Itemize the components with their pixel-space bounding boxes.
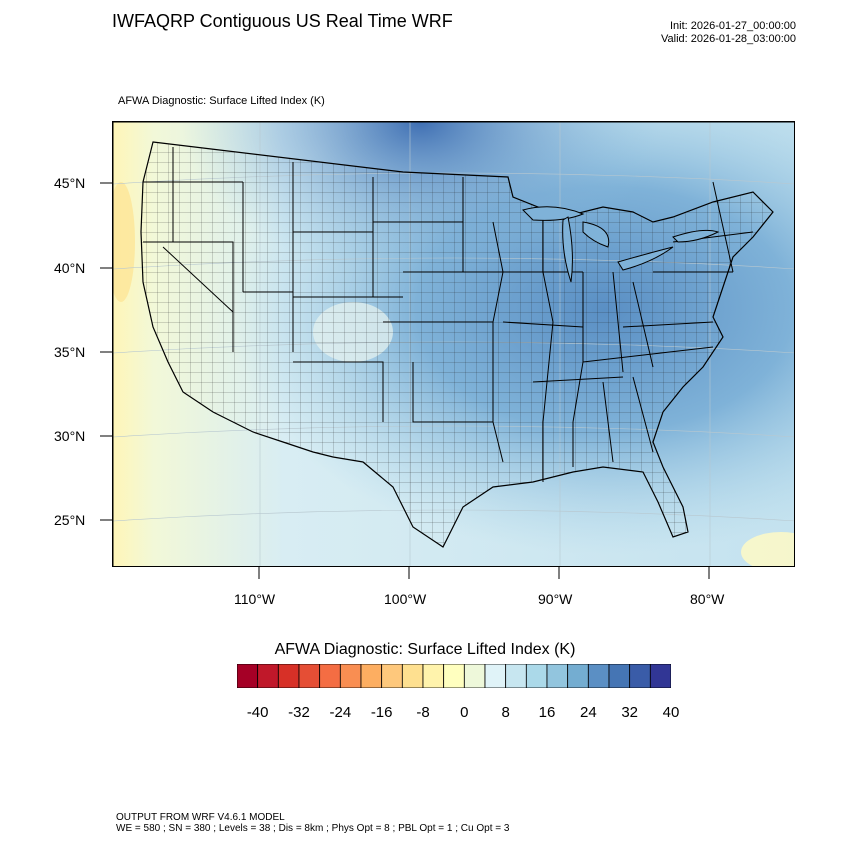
colorbar-swatch <box>339 664 362 688</box>
colorbar-swatch <box>525 664 548 688</box>
colorbar-label: 24 <box>579 704 597 721</box>
lat-ticks <box>100 182 112 521</box>
lon-label-100: 100°W <box>384 591 427 607</box>
valid-time: Valid: 2026-01-28_03:00:00 <box>661 33 796 45</box>
lon-label-90: 90°W <box>538 591 573 607</box>
lat-label-30: 30°N <box>54 428 86 444</box>
lat-label-25: 25°N <box>54 512 86 528</box>
colorbar-swatch <box>381 664 403 688</box>
lon-ticks <box>258 567 710 579</box>
colorbar-swatch <box>298 664 321 688</box>
colorbar-swatch <box>649 664 671 688</box>
colorbar-swatch <box>319 664 341 688</box>
lat-label-40: 40°N <box>54 260 86 276</box>
plot-title: IWFAQRP Contiguous US Real Time WRF <box>112 11 453 31</box>
lon-label-80: 80°W <box>690 591 725 607</box>
colorbar-swatch <box>567 664 589 688</box>
colorbar-swatch <box>629 664 651 688</box>
colorbar-label: 0 <box>460 704 469 721</box>
colorbar-swatch <box>484 664 507 688</box>
colorbar-swatch <box>422 664 445 688</box>
init-time: Init: 2026-01-27_00:00:00 <box>670 20 796 32</box>
colorbar-label: -40 <box>246 704 269 721</box>
colorbar-label: 8 <box>501 704 510 721</box>
colorbar-swatch <box>505 664 527 688</box>
model-config: WE = 580 ; SN = 380 ; Levels = 38 ; Dis … <box>116 823 510 834</box>
colorbar-label: -24 <box>329 704 352 721</box>
colorbar-swatch <box>360 664 383 688</box>
colorbar-label: 16 <box>538 704 556 721</box>
colorbar-swatch <box>257 664 279 688</box>
colorbar-label: -32 <box>288 704 310 721</box>
colorbar-swatch <box>277 664 300 688</box>
colorbar-title: AFWA Diagnostic: Surface Lifted Index (K… <box>274 641 576 658</box>
colorbar-label: 40 <box>662 704 680 721</box>
lon-label-110: 110°W <box>234 591 276 607</box>
colorbar-swatch <box>546 664 569 688</box>
field-subtitle: AFWA Diagnostic: Surface Lifted Index (K… <box>118 95 325 107</box>
colorbar-swatch <box>587 664 610 688</box>
run-times: Init: 2026-01-27_00:00:00 Valid: 2026-01… <box>661 20 796 46</box>
lat-label-45: 45°N <box>54 175 86 191</box>
model-info: OUTPUT FROM WRF V4.6.1 MODEL <box>116 812 285 823</box>
colorbar-swatch <box>463 664 486 688</box>
map-panel <box>112 121 795 567</box>
colorbar-swatch <box>401 664 424 688</box>
colorbar-label: -8 <box>416 704 430 721</box>
colorbar-swatch <box>443 664 465 688</box>
colorbar-swatch <box>608 664 631 688</box>
colorbar <box>237 664 671 688</box>
colorbar-label: -16 <box>370 704 393 721</box>
colorbar-label: 32 <box>621 704 638 721</box>
colorbar-swatch <box>237 664 259 688</box>
map-canvas <box>113 122 794 566</box>
lat-label-35: 35°N <box>54 344 86 360</box>
